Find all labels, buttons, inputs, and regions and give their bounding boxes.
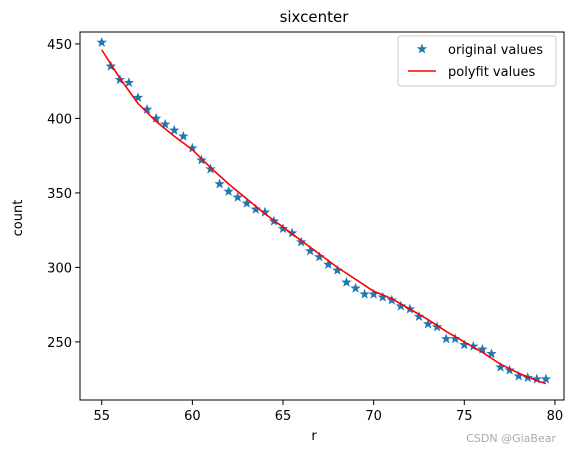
data-point bbox=[178, 130, 189, 141]
data-point bbox=[250, 203, 262, 214]
data-point bbox=[350, 282, 361, 293]
data-point bbox=[386, 294, 398, 305]
data-point bbox=[450, 333, 461, 344]
data-point bbox=[540, 373, 552, 384]
data-point bbox=[395, 300, 407, 311]
legend-star-marker bbox=[416, 43, 428, 54]
data-point bbox=[223, 185, 234, 196]
data-point bbox=[214, 178, 225, 189]
data-point bbox=[504, 364, 515, 375]
legend-label-original: original values bbox=[448, 43, 543, 58]
y-tick-label: 350 bbox=[47, 187, 72, 202]
data-point bbox=[105, 60, 117, 71]
x-axis-label: r bbox=[311, 429, 317, 444]
data-point bbox=[477, 343, 488, 354]
data-point bbox=[159, 118, 171, 129]
x-tick-label: 70 bbox=[365, 409, 382, 424]
data-point bbox=[241, 197, 252, 208]
data-point bbox=[486, 348, 497, 359]
watermark: CSDN @GiaBear bbox=[466, 432, 556, 445]
data-point bbox=[440, 333, 452, 344]
x-tick-label: 65 bbox=[275, 409, 292, 424]
data-point bbox=[123, 77, 135, 88]
y-axis-label: count bbox=[11, 200, 26, 237]
data-point bbox=[341, 276, 352, 287]
y-tick-label: 250 bbox=[47, 336, 72, 351]
data-point bbox=[413, 311, 425, 321]
y-tick-label: 300 bbox=[47, 261, 72, 276]
legend-label-polyfit: polyfit values bbox=[448, 65, 535, 80]
data-point bbox=[277, 223, 289, 234]
legend: original values polyfit values bbox=[397, 35, 557, 87]
data-point bbox=[169, 124, 180, 135]
data-point bbox=[132, 92, 144, 102]
x-tick-label: 55 bbox=[93, 409, 110, 424]
data-point bbox=[96, 36, 107, 47]
x-tick-label: 60 bbox=[184, 409, 201, 424]
data-point bbox=[359, 288, 370, 299]
x-tick-label: 75 bbox=[456, 409, 473, 424]
data-point bbox=[295, 236, 307, 247]
polyfit-line bbox=[101, 49, 547, 385]
chart-title: sixcenter bbox=[280, 8, 350, 26]
plot-area: 55 60 65 70 75 80 250 300 350 400 450 bbox=[47, 31, 565, 424]
data-point bbox=[431, 321, 443, 332]
axes-frame bbox=[79, 31, 565, 401]
y-tick-label: 450 bbox=[47, 38, 72, 53]
legend-box bbox=[397, 35, 557, 87]
x-tick-label: 80 bbox=[547, 409, 564, 424]
data-point bbox=[232, 191, 243, 202]
y-tick-label: 400 bbox=[47, 112, 72, 127]
